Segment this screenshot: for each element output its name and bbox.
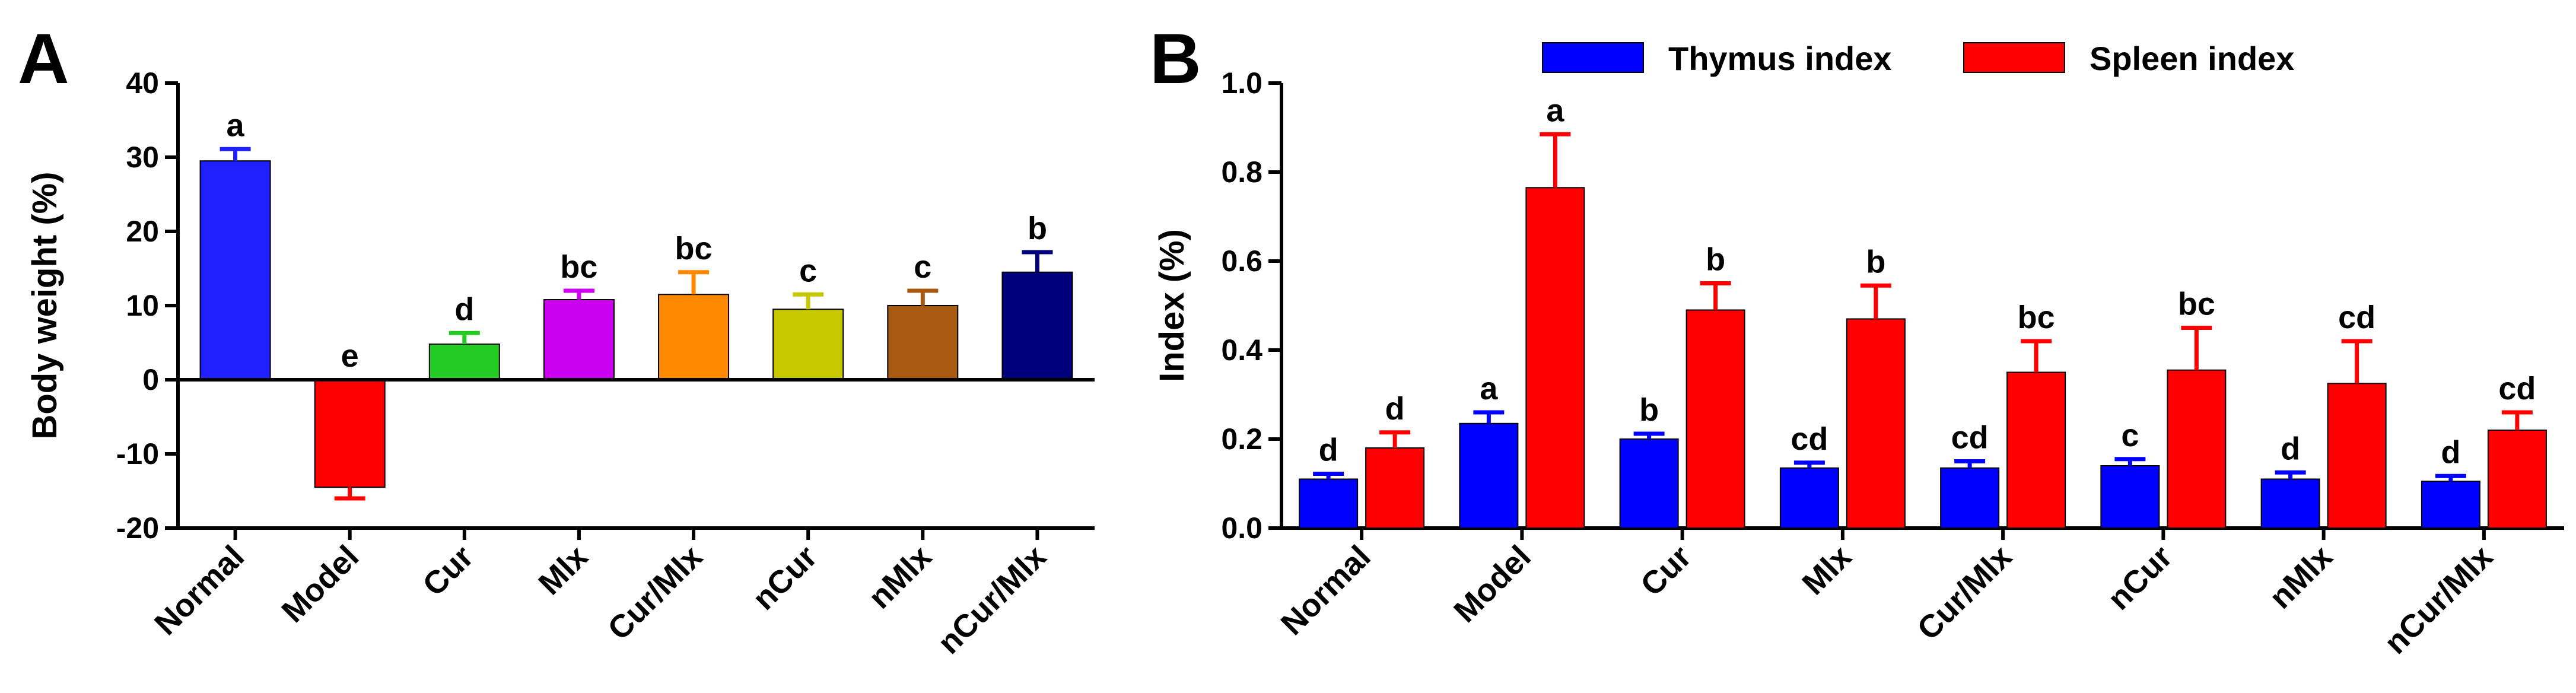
category-label: Model <box>1447 539 1538 630</box>
significance-letter: c <box>799 253 817 288</box>
significance-letter: a <box>1480 371 1498 406</box>
significance-letter: bc <box>675 231 713 266</box>
spleen-bar-cur-mlx <box>2006 371 2066 529</box>
significance-letter: d <box>1385 391 1405 427</box>
category-label: Cur/Mlx <box>601 539 709 647</box>
y-tick-label: 0.2 <box>1221 422 1262 456</box>
thymus-bar-mlx <box>1779 467 1839 529</box>
significance-letter: b <box>1639 392 1659 428</box>
y-tick-label: 30 <box>126 141 159 174</box>
y-tick-label: 40 <box>126 66 159 100</box>
category-label: nCur/Mlx <box>931 539 1053 661</box>
significance-letter: d <box>2441 434 2460 470</box>
legend-swatch-thymus <box>1542 42 1644 73</box>
significance-letter: b <box>1866 244 1885 279</box>
spleen-bar-normal <box>1365 447 1425 529</box>
significance-letter: cd <box>1791 421 1828 457</box>
significance-letter: cd <box>2498 371 2536 406</box>
spleen-bar-mlx <box>1846 318 1906 529</box>
significance-letter: bc <box>2018 300 2055 335</box>
thymus-bar-normal <box>1299 478 1359 529</box>
spleen-bar-ncur <box>2167 369 2227 529</box>
bar-mlx <box>543 299 615 380</box>
significance-letter: bc <box>2178 287 2215 322</box>
category-label: nCur <box>746 539 824 617</box>
spleen-bar-nmlx <box>2327 383 2387 529</box>
bar-model <box>314 379 386 488</box>
category-label: nMlx <box>861 539 938 615</box>
significance-letter: cd <box>2338 300 2375 335</box>
significance-letter: b <box>1706 242 1725 278</box>
significance-letter: c <box>914 249 931 285</box>
legend-label-spleen: Spleen index <box>2090 40 2294 77</box>
y-tick-label: -10 <box>116 437 159 471</box>
category-label: nCur/Mlx <box>2378 539 2500 661</box>
category-label: Cur <box>1634 539 1698 603</box>
y-tick-label: 0 <box>142 363 159 396</box>
bar-cur-mlx <box>658 294 730 380</box>
thymus-bar-model <box>1459 422 1519 529</box>
category-label: Cur <box>416 539 480 603</box>
y-axis-title: Index (%) <box>1153 229 1191 382</box>
y-axis-title: Body weight (%) <box>26 171 64 439</box>
significance-letter: a <box>227 107 245 143</box>
spleen-bar-ncur-mlx <box>2487 430 2547 529</box>
panel-letter-a: A <box>18 19 69 98</box>
category-label: Model <box>275 539 365 630</box>
significance-letter: a <box>1546 93 1564 128</box>
significance-letter: c <box>2121 418 2139 453</box>
category-label: nMlx <box>2263 539 2339 615</box>
panel-b-chart: 0.0 0.2 0.4 0.6 0.8 1.0 Index (%) Thymus index S… <box>1153 40 2564 661</box>
bar-ncur-mlx <box>1001 271 1073 380</box>
y-tick-label: 0.0 <box>1221 511 1262 545</box>
thymus-bar-cur-mlx <box>1940 467 2000 529</box>
significance-letter: d <box>1319 433 1338 468</box>
spleen-bar-model <box>1525 187 1585 529</box>
category-label: Mlx <box>1795 539 1858 602</box>
y-tick-label: 0.6 <box>1221 244 1262 278</box>
bar-nmlx <box>887 305 959 380</box>
significance-letter: e <box>341 338 359 374</box>
y-tick-label: 0.8 <box>1221 155 1262 189</box>
y-tick-label: -20 <box>116 511 159 545</box>
panel-a-chart: -20 -10 0 10 20 30 40 Body weight (%) a Normal e Mo… <box>26 66 1095 661</box>
y-tick-label: 1.0 <box>1221 66 1262 100</box>
significance-letter: bc <box>560 249 597 285</box>
legend-label-thymus: Thymus index <box>1668 40 1892 77</box>
y-tick-label: 0.4 <box>1221 333 1262 367</box>
significance-letter: d <box>2281 431 2300 466</box>
legend-swatch-spleen <box>1963 42 2065 73</box>
y-tick-label: 20 <box>126 215 159 248</box>
bar-ncur <box>772 309 844 380</box>
panel-letter-b: B <box>1150 19 1201 98</box>
y-tick-label: 10 <box>126 289 159 322</box>
significance-letter: cd <box>1951 420 1989 456</box>
bar-cur <box>428 344 500 380</box>
significance-letter: b <box>1028 211 1047 246</box>
bar-normal <box>199 160 271 380</box>
thymus-bar-ncur <box>2100 465 2160 529</box>
category-label: Normal <box>1274 539 1378 642</box>
category-label: Normal <box>148 539 251 642</box>
thymus-bar-nmlx <box>2260 478 2320 529</box>
thymus-bar-ncur-mlx <box>2421 481 2480 529</box>
thymus-bar-cur <box>1619 438 1679 529</box>
category-label: Cur/Mlx <box>1910 539 2018 647</box>
category-label: nCur <box>2101 539 2179 617</box>
category-label: Mlx <box>532 539 594 602</box>
significance-letter: d <box>454 291 474 327</box>
spleen-bar-cur <box>1685 309 1745 529</box>
